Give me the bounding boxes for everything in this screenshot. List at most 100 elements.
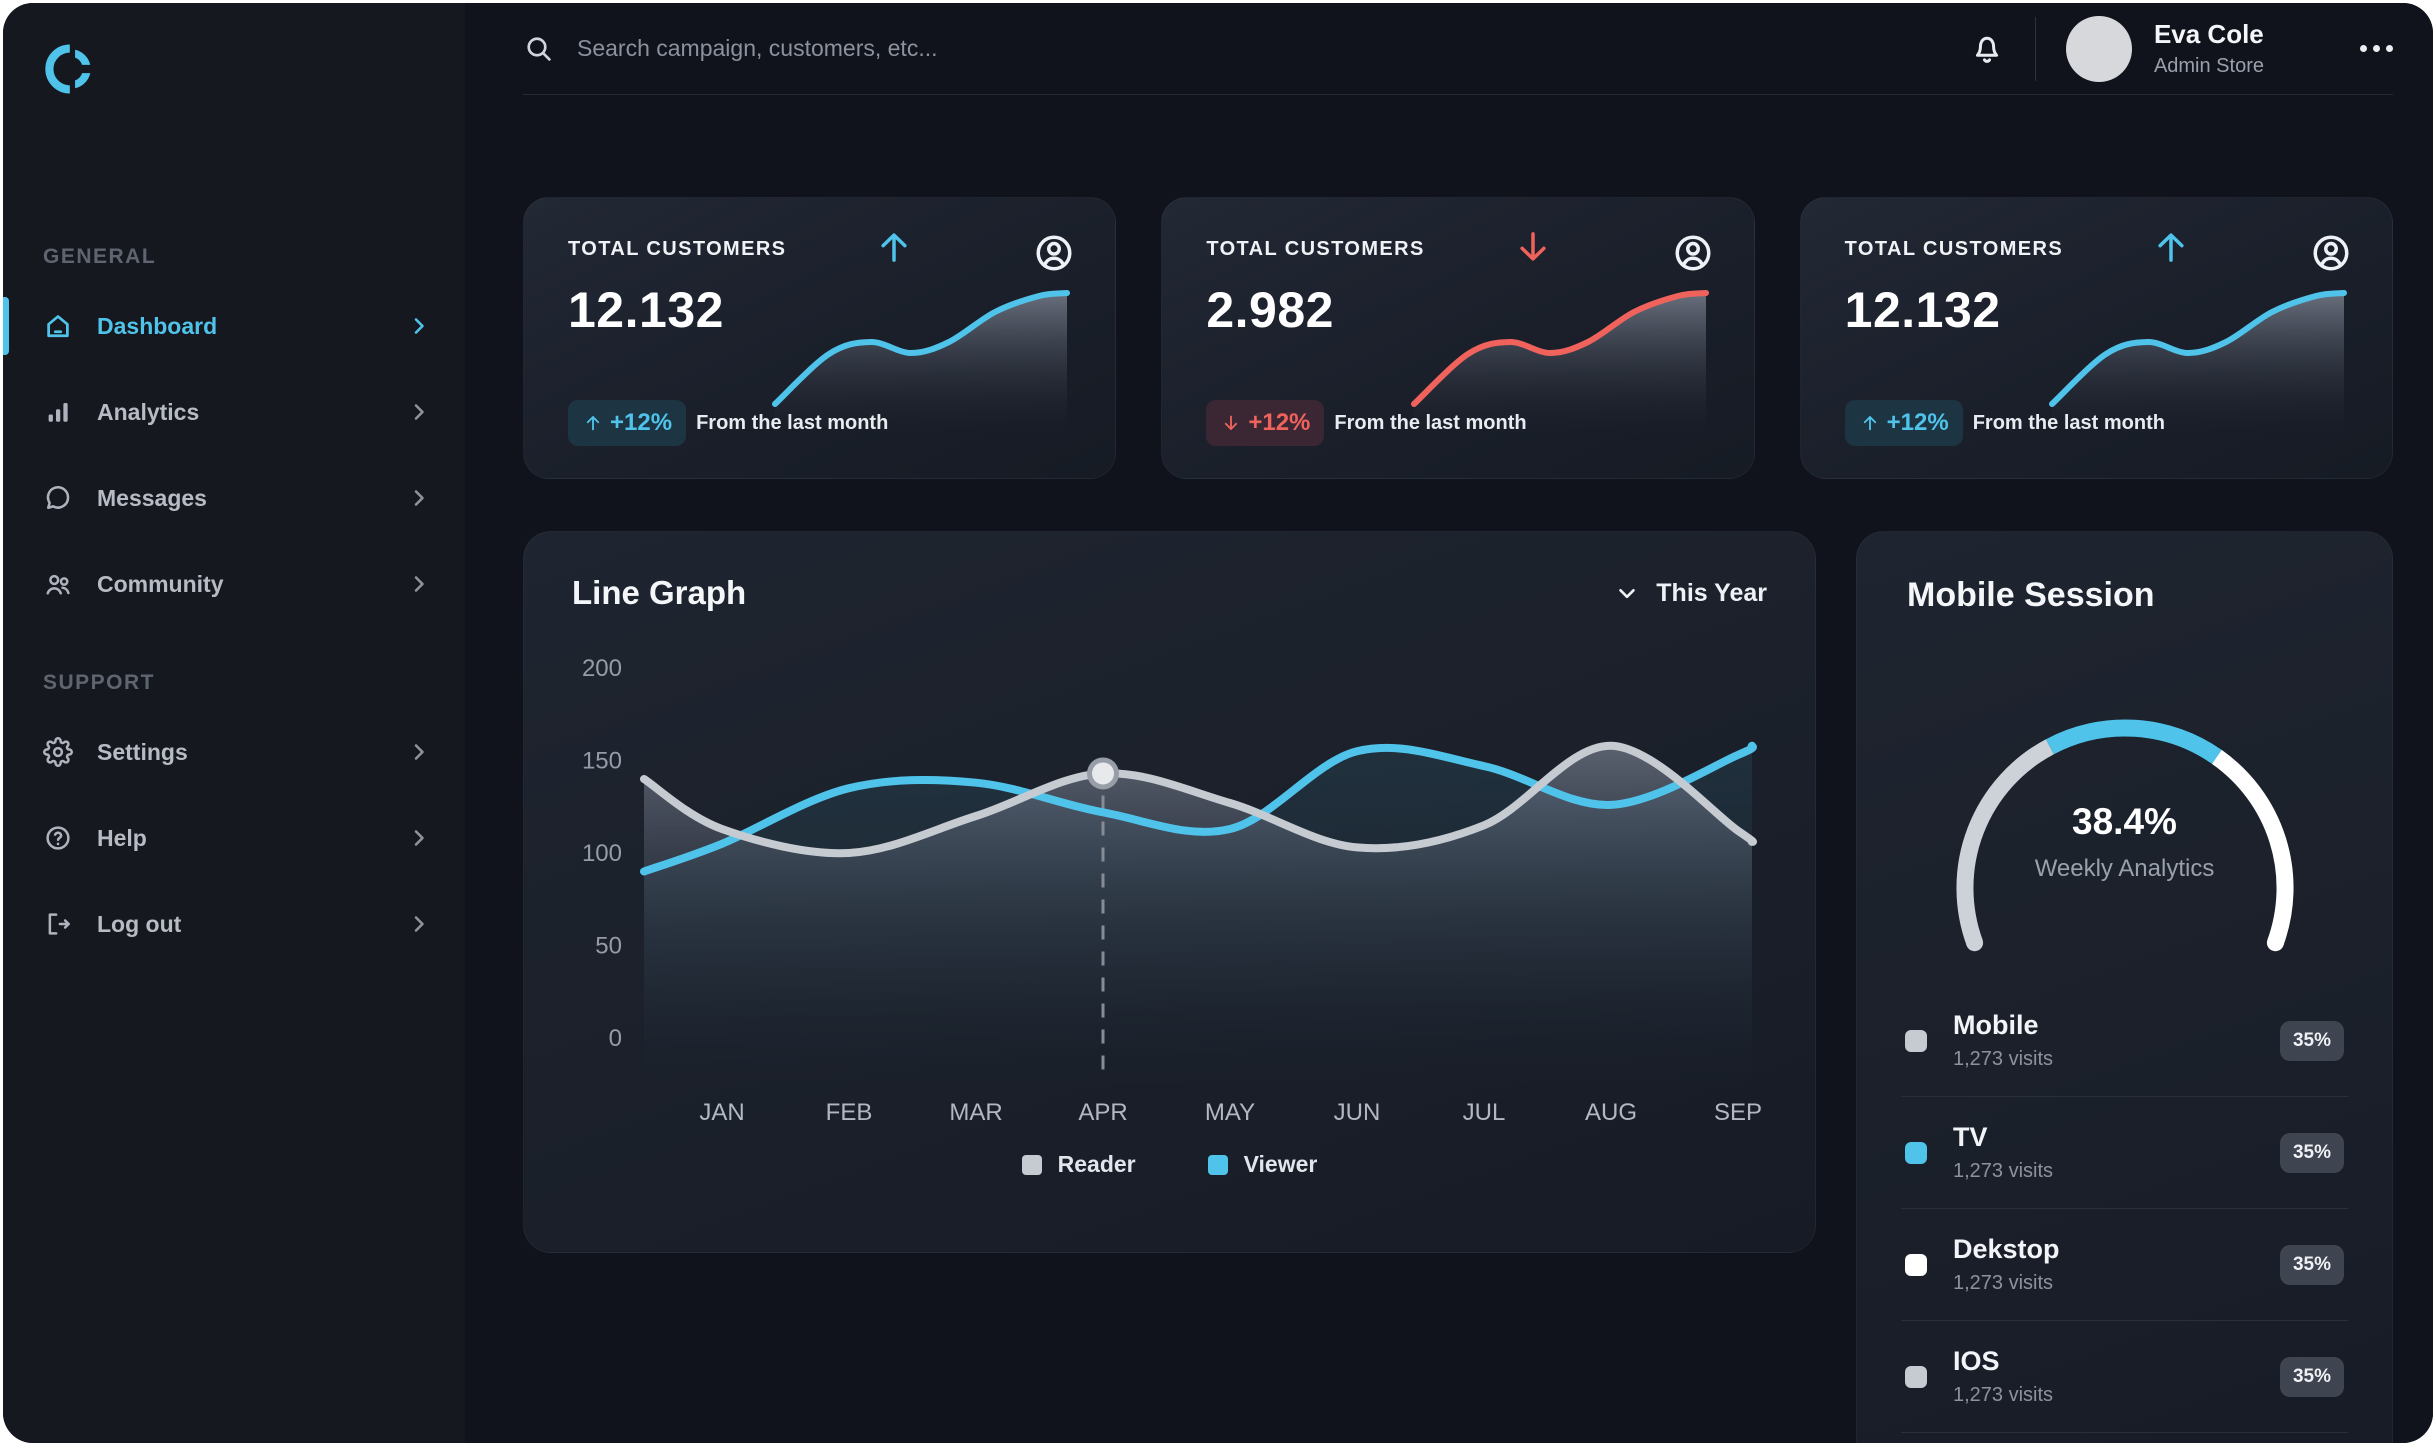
line-graph-title: Line Graph xyxy=(572,574,747,611)
stat-title: TOTAL CUSTOMERS xyxy=(568,238,787,260)
sidebar-item-community[interactable]: Community xyxy=(3,541,465,627)
arrow-up-icon xyxy=(873,226,915,268)
gauge-center-text: 38.4% Weekly Analytics xyxy=(1915,801,2335,883)
stat-value: 2.982 xyxy=(1206,282,1334,338)
device-visits: 1,273 visits xyxy=(1953,1272,2054,1294)
x-axis-tick: MAY xyxy=(1205,1099,1255,1126)
sidebar-item-analytics[interactable]: Analytics xyxy=(3,369,465,455)
sidebar-item-logout[interactable]: Log out xyxy=(3,881,465,967)
legend-item-viewer[interactable]: Viewer xyxy=(1207,1151,1318,1178)
line-graph-card: Line Graph This Year 200 150 100 50 0 JAN FEB M… xyxy=(523,531,1816,1253)
stat-card-total-customers-1: TOTAL CUSTOMERS 12.132 +12% From the las… xyxy=(523,197,1117,479)
gauge-value: 38.4% xyxy=(2072,801,2177,842)
user-circle-icon xyxy=(1672,232,1714,274)
line-graph-header: Line Graph This Year xyxy=(572,574,1767,612)
search-icon xyxy=(527,36,551,61)
main-area: Eva Cole Admin Store TOTAL CUSTOMERS 12.… xyxy=(465,3,2433,1443)
legend-item-reader[interactable]: Reader xyxy=(1021,1151,1136,1178)
badge-note: From the last month xyxy=(1334,411,1527,434)
arrow-down-icon xyxy=(1512,226,1554,268)
more-options-icon[interactable] xyxy=(2360,45,2393,52)
viewer-line xyxy=(640,741,1757,876)
legend-label: Viewer xyxy=(1243,1151,1318,1177)
arrow-icon xyxy=(586,416,600,431)
x-axis-tick: MAR xyxy=(949,1099,1002,1126)
legend-label: Reader xyxy=(1057,1151,1136,1177)
y-axis-tick: 200 xyxy=(582,655,622,682)
filter-label: This Year xyxy=(1656,578,1767,607)
sidebar-item-label: Messages xyxy=(97,484,207,511)
y-axis-tick: 0 xyxy=(609,1025,622,1052)
sidebar-item-label: Dashboard xyxy=(97,312,218,339)
sidebar-item-label: Help xyxy=(97,824,147,851)
gauge-chart: 38.4% Weekly Analytics xyxy=(1915,673,2335,955)
stat-value: 12.132 xyxy=(1844,282,2001,338)
share-badge: 35% xyxy=(2279,1020,2344,1061)
chevron-right-icon xyxy=(407,740,431,764)
arrow-up-icon xyxy=(2150,226,2192,268)
bullet-icon xyxy=(1905,1029,1927,1052)
sidebar-item-label: Log out xyxy=(97,910,182,937)
sidebar-item-help[interactable]: Help xyxy=(3,795,465,881)
chevron-right-icon xyxy=(407,486,431,510)
user-circle-icon xyxy=(2310,232,2352,274)
search-input[interactable] xyxy=(577,35,1217,62)
y-axis-tick: 150 xyxy=(582,748,622,775)
sidebar-item-settings[interactable]: Settings xyxy=(3,709,465,795)
chevron-down-icon xyxy=(1614,580,1640,606)
section-label: GENERAL xyxy=(43,245,157,268)
trend-badge: +12% xyxy=(1844,400,1963,446)
device-list: Mobile 1,273 visits 35% TV 1,273 visits … xyxy=(1901,985,2348,1433)
content-row: Line Graph This Year 200 150 100 50 0 JAN FEB M… xyxy=(523,531,2393,1443)
device-name: TV xyxy=(1953,1122,1988,1152)
search-bar xyxy=(523,33,1217,65)
mobile-session-card: Mobile Session 38.4% Weekly Analytics Mo… xyxy=(1856,531,2393,1443)
notification-bell-icon[interactable] xyxy=(1969,31,2005,67)
section-label: SUPPORT xyxy=(43,671,156,694)
x-axis-tick: FEB xyxy=(826,1099,873,1126)
arrow-icon xyxy=(1225,415,1238,430)
device-name: Mobile xyxy=(1953,1010,2039,1040)
user-name: Eva Cole xyxy=(2153,19,2264,49)
avatar[interactable] xyxy=(2065,15,2132,82)
sidebar-item-dashboard[interactable]: Dashboard xyxy=(3,283,465,369)
topbar-right: Eva Cole Admin Store xyxy=(1969,15,2393,82)
sidebar-item-messages[interactable]: Messages xyxy=(3,455,465,541)
y-axis-tick: 50 xyxy=(595,933,622,960)
line-chart: 200 150 100 50 0 JAN FEB MAR APR MAY JUN JUL AUG SEP xyxy=(582,655,1762,1126)
app-logo-icon[interactable] xyxy=(43,41,99,97)
user-circle-icon xyxy=(1033,232,1075,274)
device-visits: 1,273 visits xyxy=(1953,1160,2054,1182)
stat-title: TOTAL CUSTOMERS xyxy=(1206,238,1425,260)
badge-note: From the last month xyxy=(1972,411,2165,434)
sparkline-chart xyxy=(1410,290,1709,440)
stat-card-total-customers-2: TOTAL CUSTOMERS 2.982 +12% From the last… xyxy=(1161,197,1755,479)
bullet-icon xyxy=(1905,1253,1927,1276)
app-frame: GENERAL Dashboard Analytics Messa xyxy=(3,3,2433,1443)
sidebar-section-general: GENERAL Dashboard Analytics Messa xyxy=(3,245,465,627)
sidebar-item-label: Analytics xyxy=(97,398,200,425)
device-name: Dekstop xyxy=(1953,1234,2060,1264)
x-axis-tick: SEP xyxy=(1714,1099,1762,1126)
users-icon xyxy=(43,569,73,599)
share-badge: 35% xyxy=(2279,1356,2344,1397)
mobile-session-title: Mobile Session xyxy=(1907,576,2155,614)
list-item-desktop: Dekstop 1,273 visits 35% xyxy=(1901,1209,2348,1321)
bullet-icon xyxy=(1905,1365,1927,1388)
stat-value: 12.132 xyxy=(568,282,724,338)
list-item-ios: IOS 1,273 visits 35% xyxy=(1901,1321,2348,1433)
sidebar-item-label: Settings xyxy=(97,738,188,765)
user-role: Admin Store xyxy=(2153,55,2264,77)
arrow-icon xyxy=(1863,416,1876,431)
chevron-right-icon xyxy=(407,400,431,424)
year-filter-dropdown[interactable]: This Year xyxy=(1614,579,1767,608)
gear-icon xyxy=(43,737,73,767)
share-badge: 35% xyxy=(2279,1244,2344,1285)
home-icon xyxy=(43,311,73,341)
share-badge: 35% xyxy=(2279,1132,2344,1173)
stat-card-total-customers-3: TOTAL CUSTOMERS 12.132 +12% From the las… xyxy=(1799,197,2393,479)
sidebar-item-label: Community xyxy=(97,570,224,597)
y-axis-tick: 100 xyxy=(582,840,622,867)
badge-note: From the last month xyxy=(696,411,889,434)
sparkline-chart xyxy=(2048,290,2347,440)
